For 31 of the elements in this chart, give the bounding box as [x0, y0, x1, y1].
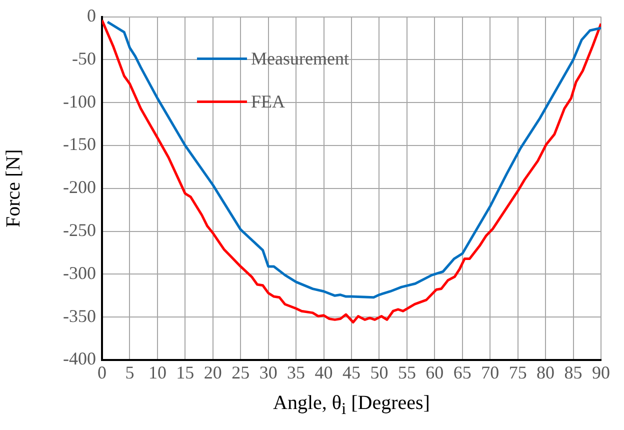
x-tick-label: 25 — [232, 362, 250, 383]
x-tick-label: 90 — [592, 362, 610, 383]
x-tick-label: 50 — [370, 362, 388, 383]
y-tick-label: 0 — [87, 6, 96, 26]
y-axis-title: Force [N] — [2, 149, 24, 228]
legend-label: FEA — [251, 92, 286, 112]
legend-label: Measurement — [251, 48, 349, 69]
y-tick-label: -250 — [63, 220, 96, 240]
x-tick-label: 45 — [342, 362, 360, 383]
x-tick-label: 15 — [176, 362, 194, 383]
x-tick-label: 20 — [204, 362, 222, 383]
x-tick-label: 60 — [426, 362, 444, 383]
y-tick-label: -400 — [63, 348, 96, 369]
x-tick-label: 70 — [481, 362, 500, 383]
x-tick-label: 80 — [536, 362, 555, 383]
y-tick-label: -150 — [63, 134, 96, 154]
x-tick-label: 40 — [314, 362, 333, 383]
x-tick-label: 65 — [453, 362, 472, 383]
y-tick-label: -50 — [72, 48, 96, 68]
x-axis-title: Angle, θ$_{i}$ [Degrees] — [272, 392, 431, 419]
x-tick-label: 85 — [564, 362, 582, 383]
y-tick-label: -200 — [63, 177, 96, 198]
y-tick-label: -100 — [63, 91, 96, 112]
x-tick-label: 5 — [125, 362, 134, 383]
x-tick-label: 35 — [287, 362, 306, 383]
y-tick-label: -350 — [63, 306, 96, 326]
x-tick-label: 30 — [259, 362, 278, 383]
y-tick-label: -300 — [63, 262, 96, 283]
x-tick-label: 55 — [398, 362, 416, 383]
x-tick-label: 10 — [148, 362, 166, 383]
x-tick-label: 75 — [508, 362, 527, 383]
